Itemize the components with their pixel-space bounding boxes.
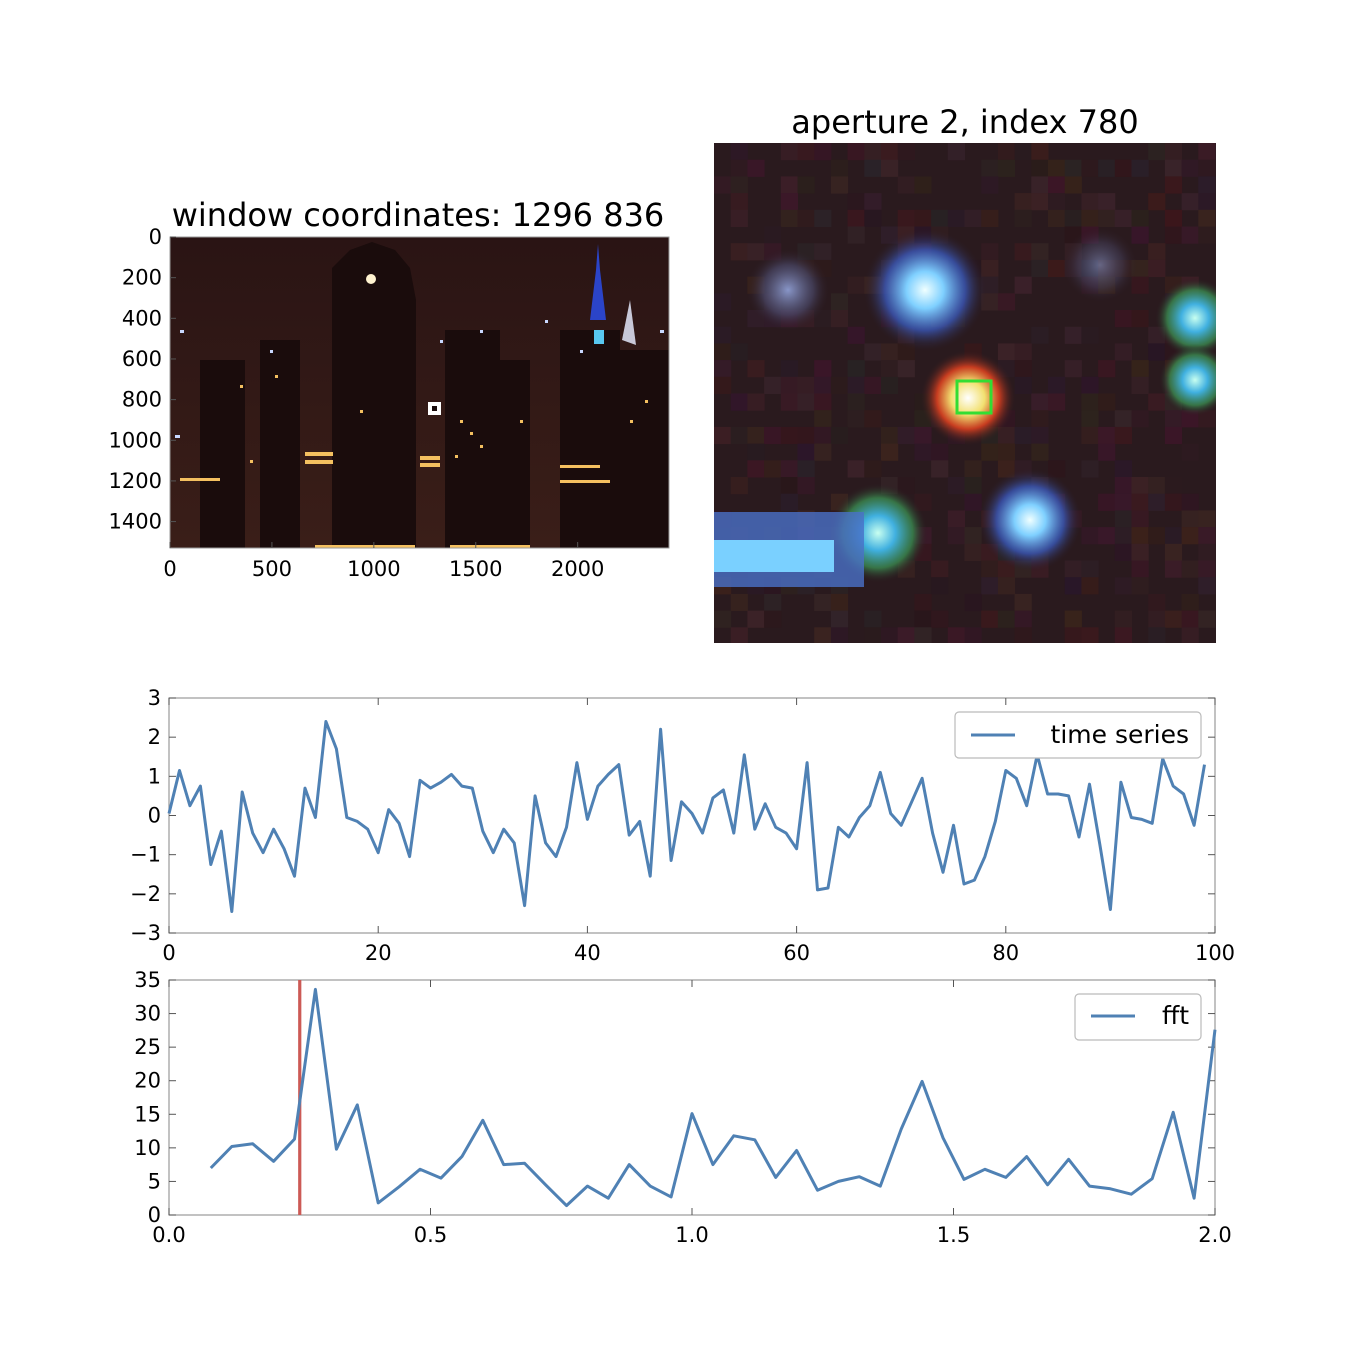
aperture-panel: aperture 2, index 780 [714,103,1216,643]
y-tick-label: 1200 [109,469,162,493]
y-tick-label: 1400 [109,510,162,534]
x-tick-label: 500 [252,557,292,581]
y-tick-label: 0 [149,225,162,249]
y-tick-label: 20 [134,1069,161,1093]
y-tick-label: −3 [130,921,161,945]
time-series-legend: time series [954,711,1202,759]
y-tick-label: 1000 [109,428,162,452]
x-tick-label: 0 [163,557,176,581]
y-tick-label: 800 [122,388,162,412]
y-tick-label: 600 [122,347,162,371]
y-tick-label: 35 [134,968,161,992]
fft-line [209,987,1217,1208]
time-series-panel: 0 20 40 60 80 100 −3 −2 −1 0 1 2 3 time series [130,686,1235,965]
y-tick-label: 2 [148,725,161,749]
time-series-legend-label: time series [1051,720,1189,749]
y-tick-label: 5 [148,1169,161,1193]
x-tick-label: 60 [783,941,810,965]
y-tick-label: 25 [134,1035,161,1059]
x-tick-label: 2000 [551,557,604,581]
y-tick-label: 200 [122,266,162,290]
x-tick-label: 1500 [449,557,502,581]
x-tick-label: 80 [992,941,1019,965]
y-tick-label: 1 [148,764,161,788]
time-series-line [167,720,1206,913]
x-tick-label: 1.0 [675,1223,708,1247]
fft-panel: 0.0 0.5 1.0 1.5 2.0 0 5 10 15 20 25 30 35 fft [134,968,1231,1247]
city-image [170,237,669,548]
y-tick-label: 0 [148,804,161,828]
y-tick-label: 3 [148,686,161,710]
y-tick-label: 30 [134,1002,161,1026]
y-tick-label: 10 [134,1136,161,1160]
x-tick-label: 100 [1195,941,1235,965]
x-tick-label: 0.5 [414,1223,447,1247]
y-tick-label: 0 [148,1203,161,1227]
aperture-image [714,143,1216,643]
x-tick-label: 2.0 [1198,1223,1231,1247]
city-image-title: window coordinates: 1296 836 [172,196,665,234]
fft-legend: fft [1074,993,1202,1041]
x-tick-label: 0.0 [152,1223,185,1247]
y-tick-label: −1 [130,843,161,867]
fft-legend-label: fft [1162,1001,1189,1030]
city-image-panel: window coordinates: 1296 836 [109,196,670,581]
aperture-title: aperture 2, index 780 [791,103,1138,141]
fft-axes: 0.0 0.5 1.0 1.5 2.0 0 5 10 15 20 25 30 35 [134,968,1231,1247]
y-tick-label: −2 [130,882,161,906]
city-image-axes: 0 500 1000 1500 2000 0 200 400 600 800 1000 1200 140… [109,225,605,581]
x-tick-label: 40 [574,941,601,965]
x-tick-label: 1000 [347,557,400,581]
x-tick-label: 20 [365,941,392,965]
y-tick-label: 15 [134,1102,161,1126]
aperture-box [955,379,993,415]
time-series-axes: 0 20 40 60 80 100 −3 −2 −1 0 1 2 3 [130,686,1235,965]
y-tick-label: 400 [122,306,162,330]
x-tick-label: 0 [162,941,175,965]
x-tick-label: 1.5 [937,1223,970,1247]
